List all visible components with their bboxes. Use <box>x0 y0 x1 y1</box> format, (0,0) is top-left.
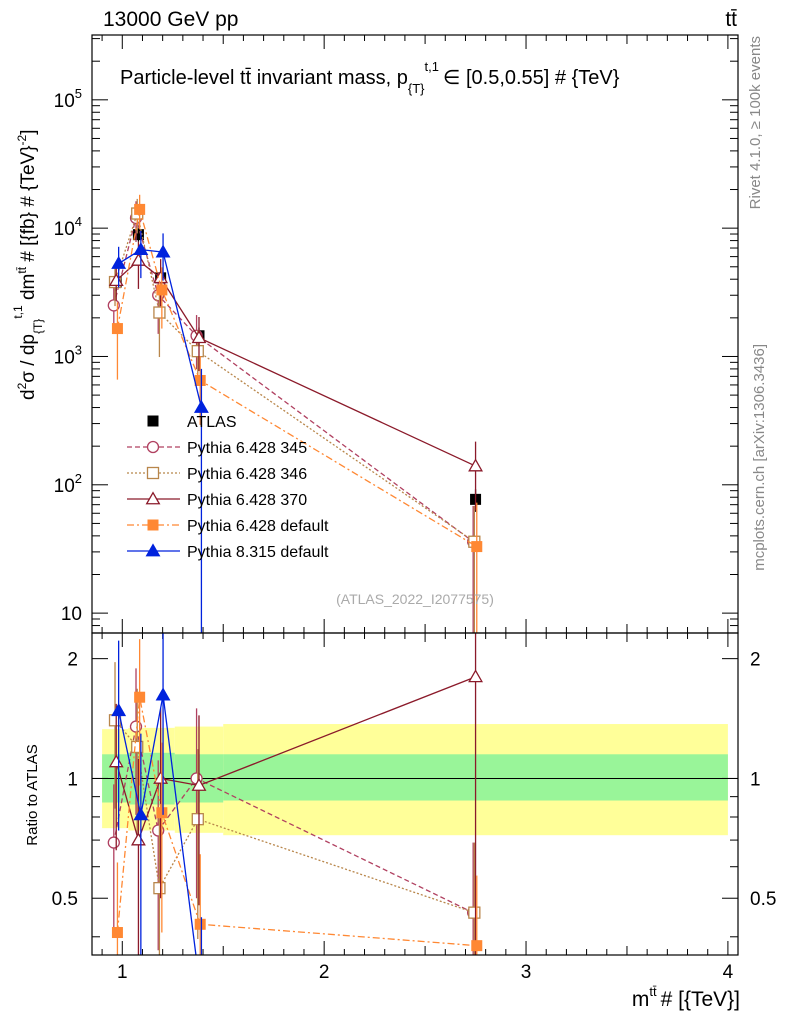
ratio-point-pythia-6-428-default-0 <box>111 927 123 939</box>
ratio-point-pythia-6-428-default-2 <box>156 807 168 819</box>
main-plot-layer <box>107 194 484 633</box>
ratio-point-pythia-6-428-370-2 <box>153 770 169 784</box>
ratio-panel: 1 2 3 4 0.5 0.5 1 1 2 2 Ratio to ATLAS <box>24 632 777 983</box>
legend-label-pythia-6-428-default: Pythia 6.428 default <box>187 518 329 535</box>
x-tick-label-3: 3 <box>521 962 532 983</box>
y-axis-label: d2σ / dp{T}t,1 dmtt̄ # [{fb} # {TeV}-2] <box>11 130 45 400</box>
point-pythia-6-428-346-3 <box>191 345 204 358</box>
point-pythia-6-428-370-2 <box>153 270 169 284</box>
legend-label-pythia-6-428-370: Pythia 6.428 370 <box>187 492 307 509</box>
point-pythia-6-428-370-3 <box>191 330 207 344</box>
ratio-point-pythia-6-428-370-3 <box>191 777 207 791</box>
title-superscript: t,1 <box>425 59 439 74</box>
ratio-point-pythia-6-428-346-4 <box>468 906 481 919</box>
legend-marker-pythia-6-428-370 <box>145 491 161 505</box>
ratio-tick-label-right-2: 2 <box>750 650 761 671</box>
point-pythia-6-428-default-4 <box>471 541 483 553</box>
ratio-tick-label-2: 2 <box>67 650 78 671</box>
ratio-point-pythia-6-428-370-1 <box>130 832 146 846</box>
line-pythia-6-428-default <box>116 209 478 548</box>
title-main: Particle-level tt̄ invariant mass, p <box>120 67 408 89</box>
legend-marker-pythia-6-428-346 <box>146 466 160 480</box>
x-tick-label-4: 4 <box>723 962 734 983</box>
legend-marker-atlas <box>147 415 159 427</box>
ratio-point-pythia-6-428-default-3 <box>194 918 206 930</box>
ratio-point-pythia-6-428-370-4 <box>468 669 484 683</box>
ratio-point-pythia-8-315-default-2 <box>155 687 171 701</box>
ratio-tick-label-1: 1 <box>67 769 78 790</box>
point-pythia-6-428-346-2 <box>153 306 166 319</box>
ratio-point-pythia-6-428-370-0 <box>108 754 124 768</box>
y-tick-label-100000: 105 <box>54 86 82 112</box>
y-tick-label-100: 102 <box>54 471 82 497</box>
point-pythia-6-428-default-1 <box>134 203 146 215</box>
ratio-y-label: Ratio to ATLAS <box>24 744 41 845</box>
legend-label-atlas: ATLAS <box>187 414 237 431</box>
ratio-point-pythia-6-428-346-1 <box>131 740 144 754</box>
legend-marker-pythia-6-428-345 <box>146 440 160 454</box>
x-tick-label-2: 2 <box>319 962 330 983</box>
ratio-point-pythia-8-315-default-0 <box>111 703 127 717</box>
point-atlas-1 <box>132 229 144 241</box>
point-pythia-6-428-370-0 <box>108 272 124 287</box>
chart-title: Particle-level tt̄ invariant mass, p{T}t… <box>120 59 620 96</box>
y-tick-label-1000: 103 <box>54 342 82 368</box>
ratio-point-pythia-6-428-345-0 <box>107 836 120 849</box>
main-panel: 10 102 103 104 105 Particle-level tt̄ invari… <box>11 34 739 955</box>
x-axis-label: mtt̄ # [{TeV}] <box>632 984 740 1011</box>
legend-marker-pythia-8-315-default <box>145 543 161 557</box>
ratio-point-pythia-8-315-default-1 <box>133 807 149 821</box>
point-pythia-6-428-370-1 <box>130 252 146 266</box>
process-label: tt̄ <box>725 8 737 31</box>
ratio-tick-label-right-0.5: 0.5 <box>750 889 776 910</box>
point-pythia-8-315-default-0 <box>111 255 127 269</box>
energy-label: 13000 GeV pp <box>103 8 238 31</box>
rivet-label: Rivet 4.1.0, ≥ 100k events <box>747 36 764 209</box>
ratio-plot-layer <box>92 633 738 955</box>
point-pythia-8-315-default-1 <box>133 242 149 256</box>
legend-label-pythia-8-315-default: Pythia 8.315 default <box>187 544 329 561</box>
point-pythia-6-428-370-4 <box>468 458 484 472</box>
ratio-line-pythia-8-315-default <box>118 694 197 955</box>
ratio-frame <box>91 632 739 956</box>
line-pythia-6-428-370 <box>115 259 476 467</box>
ratio-tick-label-right-1: 1 <box>750 769 761 790</box>
point-pythia-6-428-345-0 <box>107 299 120 312</box>
title-rest: ∈ [0.5,0.55] # {TeV} <box>443 67 620 89</box>
x-tick-label-1: 1 <box>117 962 128 983</box>
legend-label-pythia-6-428-346: Pythia 6.428 346 <box>187 466 307 483</box>
point-pythia-8-315-default-2 <box>155 244 171 258</box>
watermark: (ATLAS_2022_I2077575) <box>336 591 494 607</box>
y-tick-label-10: 10 <box>61 604 82 625</box>
ratio-axis-ticks: 1 2 3 4 0.5 0.5 1 1 2 2 <box>52 650 777 983</box>
ratio-point-pythia-6-428-default-4 <box>471 940 483 952</box>
legend-marker-pythia-6-428-default <box>147 519 159 531</box>
legend-label-pythia-6-428-345: Pythia 6.428 345 <box>187 440 307 457</box>
y-tick-label-10000: 104 <box>54 214 82 240</box>
ratio-point-pythia-6-428-346-3 <box>191 813 204 826</box>
mcplots-label: mcplots.cern.ch [arXiv:1306.3436] <box>751 344 768 571</box>
ratio-tick-label-0.5: 0.5 <box>52 889 78 910</box>
main-axis-ticks: 10 102 103 104 105 <box>54 35 738 955</box>
point-pythia-8-315-default-3 <box>193 399 209 413</box>
ratio-point-pythia-6-428-default-1 <box>134 691 146 703</box>
legend: ATLAS Pythia 6.428 345 Pythia 6.428 346 Pyt… <box>127 414 329 561</box>
title-subscript: {T} <box>408 81 425 96</box>
line-pythia-8-315-default <box>118 248 203 408</box>
point-pythia-6-428-default-0 <box>111 323 123 335</box>
point-pythia-6-428-default-3 <box>194 374 206 386</box>
ratio-point-pythia-6-428-346-2 <box>153 882 166 895</box>
point-pythia-6-428-default-2 <box>156 284 168 296</box>
